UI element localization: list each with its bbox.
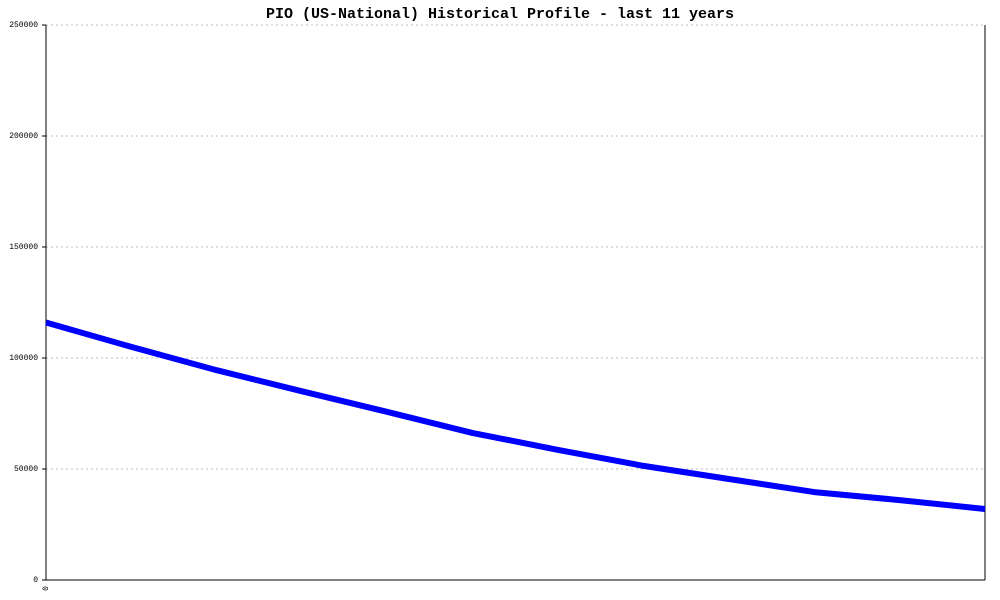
y-tick-label: 250000 xyxy=(9,21,38,30)
y-tick-label: 0 xyxy=(33,576,38,585)
y-tick-label: 50000 xyxy=(14,465,38,474)
x-tick-label: 0 xyxy=(42,586,51,591)
y-tick-label: 150000 xyxy=(9,243,38,252)
line xyxy=(45,319,986,512)
y-tick-label: 100000 xyxy=(9,354,38,363)
y-tick-label: 200000 xyxy=(9,132,38,141)
chart-title: PIO (US-National) Historical Profile - l… xyxy=(266,6,734,23)
